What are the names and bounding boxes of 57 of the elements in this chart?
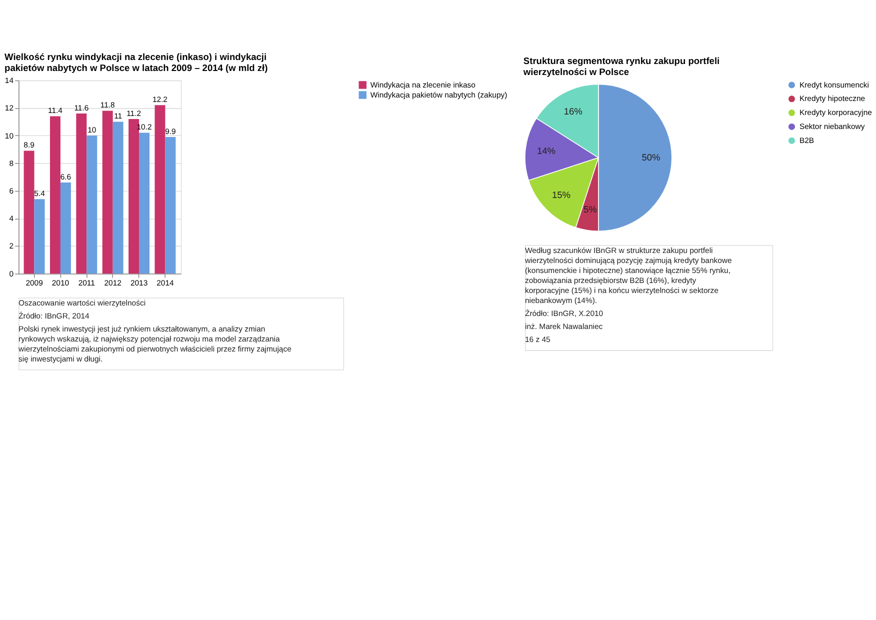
y-tick-label: 8 (9, 158, 14, 168)
text: Źródło: IBnGR, 2014 (18, 311, 90, 320)
bar (112, 122, 124, 274)
data-label: 10 (88, 125, 96, 134)
y-tick-label: 0 (9, 269, 14, 278)
data-label: 11.4 (48, 106, 64, 116)
text: inż. Marek Nawalaniec (524, 322, 603, 332)
y-tick-label: 4 (9, 214, 14, 224)
x-tick-label: 2010 (52, 278, 70, 288)
y-tick-label: 12 (4, 104, 14, 113)
chart-title: Struktura segmentowa rynku zakupu portfeli wierzytelności w Polsce (522, 56, 720, 77)
x-tick-label: 2013 (130, 278, 148, 288)
bar (50, 116, 60, 274)
data-label: 6.6 (60, 172, 72, 182)
legend-label: Windykacja pakietów nabytych (zakupy) (370, 90, 508, 100)
bar (139, 132, 150, 274)
legend-label: Kredyt konsumencki (799, 80, 870, 90)
data-label: 9.9 (165, 126, 176, 136)
data-label: 15% (552, 190, 571, 200)
y-tick-label: 14 (4, 76, 14, 86)
x-tick-label: 2014 (156, 278, 174, 288)
data-label: 11.2 (126, 108, 142, 118)
legend-label: Sektor niebankowy (799, 122, 865, 132)
text: Źródło: IBnGR, X.2010 (524, 309, 604, 318)
bar (154, 105, 166, 274)
y-tick-label: 10 (4, 131, 14, 140)
data-label: 5.4 (34, 188, 46, 198)
legend-label: Kredyty korporacyjne (799, 108, 872, 118)
data-label: 5% (584, 204, 597, 215)
data-label: 11.6 (74, 103, 89, 112)
data-label: 14% (537, 146, 556, 156)
bar (60, 182, 71, 274)
y-tick-label: 6 (9, 186, 14, 196)
text: Polski rynek inwestycji jest już rynkiem ukształtowanym, a analizy zmian rynkowych wskazują, iż największy potencjał rozwoju ma model zarządzania wierzytelnościami zakupionymi od pierwotnych właścicieli przez firmy zajmujące się inwestycjami w długi. (18, 324, 292, 364)
legend-label: Windykacja na zlecenie inkaso (370, 80, 476, 90)
bar (165, 136, 176, 274)
data-label: 50% (642, 152, 660, 163)
bar (76, 113, 87, 274)
x-tick-label: 2009 (26, 278, 43, 288)
y-tick-label: 2 (9, 242, 14, 251)
data-label: 11 (114, 112, 122, 121)
text: Oszacowanie wartości wierzytelności (18, 298, 146, 308)
text: Według szacunków IBnGR w strukturze zakupu portfeli wierzytelności dominującą pozycję zajmują kredyty bankowe (konsumenckie i hipoteczne) stanowiące łącznie 55% rynku, zobowiązania przedsiębiorstw B2B (16%), kredyty korporacyjne (15%) i na końcu wierzytelności w sektorze niebankowym (14%). (524, 246, 732, 306)
x-tick-label: 2011 (78, 278, 95, 288)
legend-label: B2B (799, 136, 814, 145)
data-label: 11.8 (100, 100, 115, 110)
chart-title: Wielkość rynku windykacji na zlecenie (inkaso) i windykacji pakietów nabytych w Polsce w latach 2009 – 2014 (w mld zł) (4, 52, 268, 74)
bar (102, 110, 113, 274)
data-label: 8.9 (24, 140, 34, 150)
data-label: 16% (564, 106, 582, 117)
x-tick-label: 2012 (104, 278, 122, 288)
data-label: 12.2 (152, 95, 168, 104)
bar (86, 136, 98, 274)
legend-label: Kredyty hipoteczne (799, 94, 866, 104)
text: 16 z 45 (524, 335, 550, 344)
bar (34, 199, 45, 274)
bar (24, 150, 34, 274)
